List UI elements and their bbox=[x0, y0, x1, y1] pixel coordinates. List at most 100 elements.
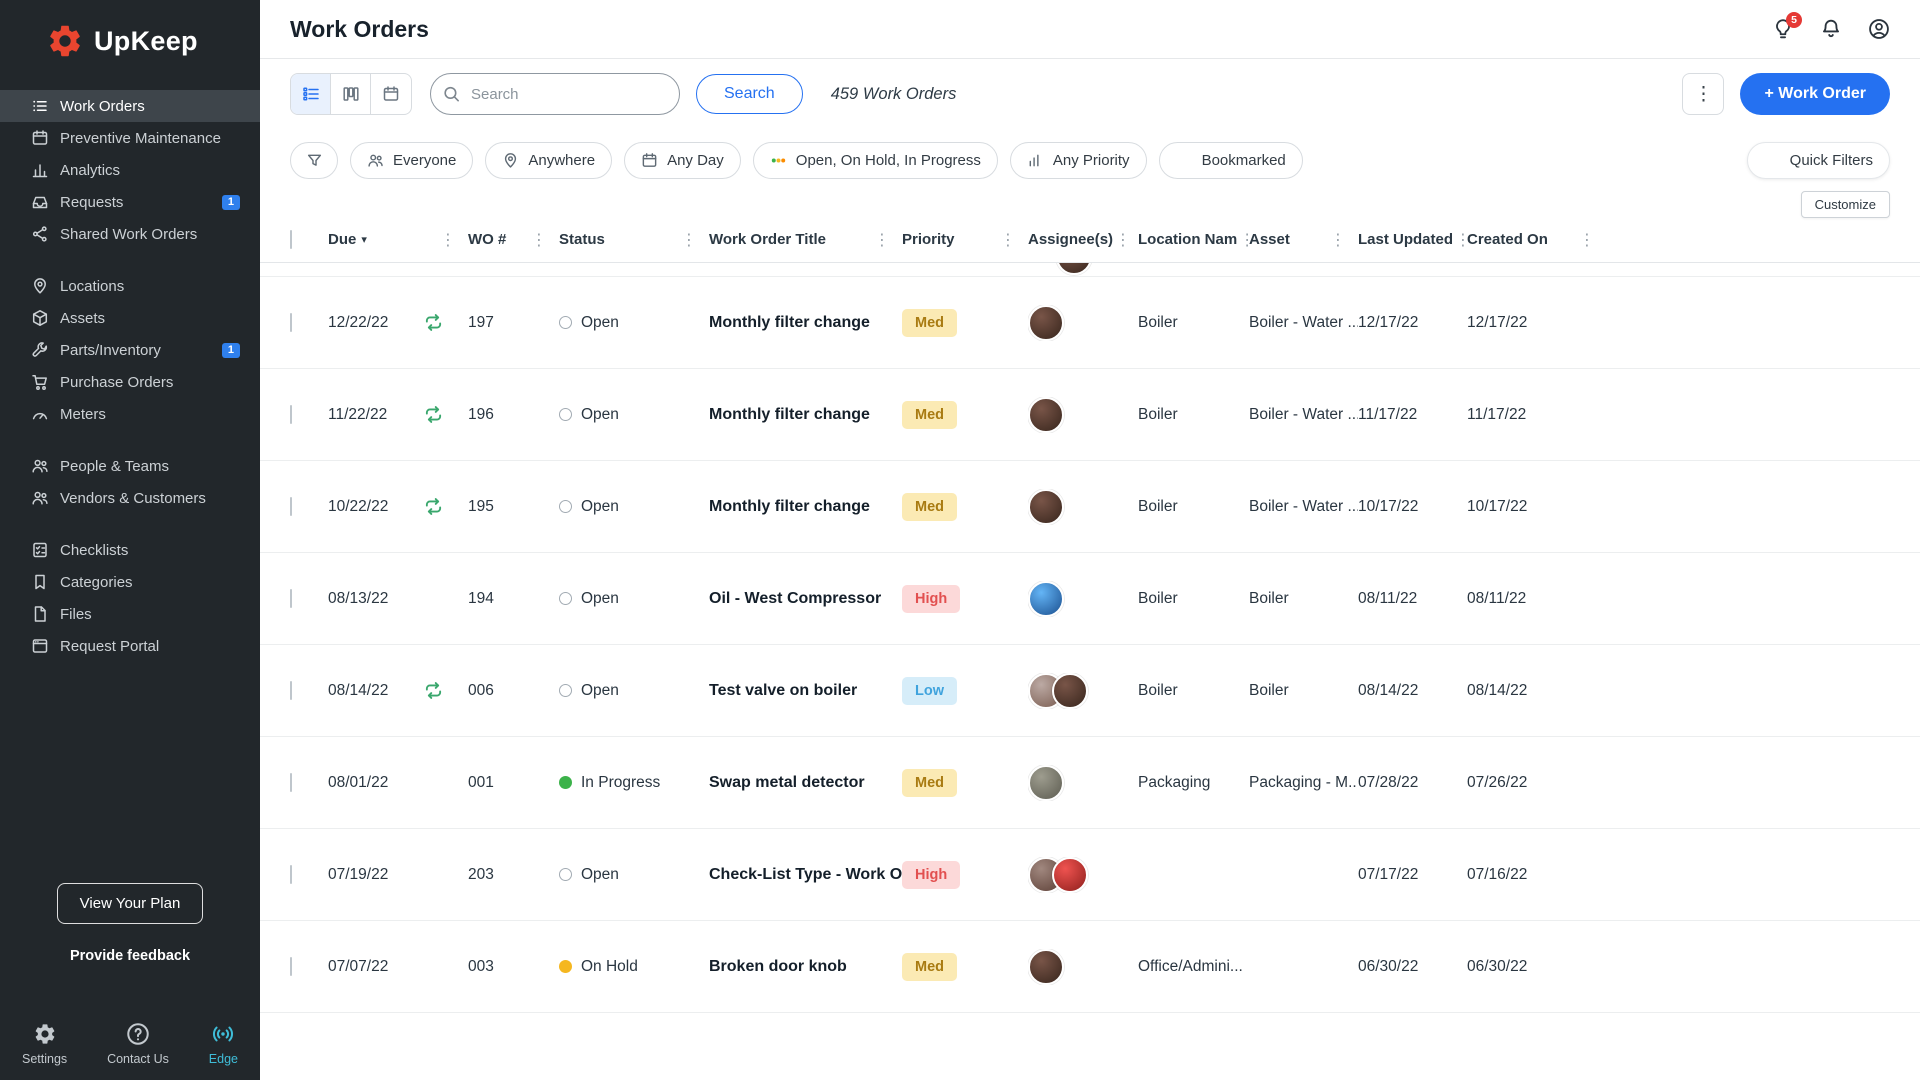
filter-bookmarked[interactable]: Bookmarked bbox=[1158, 141, 1303, 179]
provide-feedback-link[interactable]: Provide feedback bbox=[69, 948, 191, 964]
table-row[interactable]: 08/01/22 001 In Progress Swap metal dete… bbox=[260, 737, 1920, 829]
column-menu-icon[interactable]: ⋮ bbox=[1000, 231, 1016, 249]
sidebar-item-request-portal[interactable]: Request Portal bbox=[0, 630, 260, 662]
column-menu-icon[interactable]: ⋮ bbox=[1115, 231, 1132, 249]
search-input[interactable] bbox=[430, 73, 680, 115]
sidebar-item-preventive-maintenance[interactable]: Preventive Maintenance bbox=[0, 122, 260, 154]
due-date: 08/14/22 bbox=[328, 681, 389, 699]
assignee-avatar bbox=[1056, 263, 1092, 275]
bell-icon bbox=[1822, 19, 1840, 38]
sidebar-item-requests[interactable]: Requests 1 bbox=[0, 186, 260, 218]
column-header-priority[interactable]: Priority ⋮ bbox=[902, 231, 1016, 249]
row-checkbox[interactable] bbox=[290, 588, 292, 608]
create-work-order-button[interactable]: + Work Order bbox=[1740, 73, 1890, 115]
priority-badge: Med bbox=[902, 768, 957, 797]
list-view-button[interactable] bbox=[291, 74, 331, 114]
row-checkbox[interactable] bbox=[290, 312, 292, 332]
sidebar-item-people-teams[interactable]: People & Teams bbox=[0, 450, 260, 482]
sidebar-item-purchase-orders[interactable]: Purchase Orders bbox=[0, 366, 260, 398]
customize-button[interactable]: Customize bbox=[1800, 190, 1890, 218]
column-header-title[interactable]: Work Order Title ⋮ bbox=[709, 231, 890, 249]
repeats-icon bbox=[425, 406, 442, 423]
column-header-last-updated[interactable]: Last Updated ⋮ bbox=[1358, 230, 1467, 250]
status-dot-icon bbox=[559, 960, 572, 973]
quick-filters-button[interactable]: Quick Filters bbox=[1746, 141, 1890, 179]
account-button[interactable] bbox=[1868, 18, 1890, 40]
sidebar-item-files[interactable]: Files bbox=[0, 598, 260, 630]
sidebar-item-vendors-customers[interactable]: Vendors & Customers bbox=[0, 482, 260, 514]
column-header-asset[interactable]: Asset ⋮ bbox=[1249, 231, 1346, 249]
column-header-status[interactable]: Status ⋮ bbox=[559, 231, 697, 249]
sidebar-item-locations[interactable]: Locations bbox=[0, 270, 260, 302]
table-row[interactable]: 11/22/22 196 Open Monthly filter change … bbox=[260, 369, 1920, 461]
column-header-created-on[interactable]: Created On ⋮ bbox=[1467, 231, 1595, 249]
tips-button[interactable]: 5 bbox=[1772, 12, 1802, 40]
sidebar-item-parts-inventory[interactable]: Parts/Inventory 1 bbox=[0, 334, 260, 366]
kebab-icon: ⋮ bbox=[1693, 83, 1713, 105]
bookmark-icon bbox=[31, 573, 49, 591]
calendar-view-button[interactable] bbox=[371, 74, 411, 114]
column-menu-icon[interactable]: ⋮ bbox=[440, 231, 456, 249]
sidebar-item-work-orders[interactable]: Work Orders bbox=[0, 90, 260, 122]
assignees bbox=[1028, 764, 1138, 801]
settings-button[interactable]: Settings bbox=[22, 1022, 67, 1066]
filter-due-date[interactable]: Any Day bbox=[624, 141, 741, 179]
table-row[interactable]: 07/07/22 003 On Hold Broken door knob Me… bbox=[260, 921, 1920, 1013]
table-row-partial[interactable] bbox=[260, 263, 1920, 277]
priority-badge: High bbox=[902, 584, 961, 613]
column-menu-icon[interactable]: ⋮ bbox=[874, 231, 890, 249]
column-menu-icon[interactable]: ⋮ bbox=[1330, 231, 1346, 249]
last-updated: 07/17/22 bbox=[1358, 865, 1419, 883]
asset-name: Boiler bbox=[1249, 589, 1289, 607]
location-name: Office/Admini... bbox=[1138, 957, 1243, 975]
more-options-button[interactable]: ⋮ bbox=[1682, 73, 1725, 115]
sidebar-item-shared-work-orders[interactable]: Shared Work Orders bbox=[0, 218, 260, 250]
work-order-title: Broken door knob bbox=[709, 957, 847, 975]
row-checkbox[interactable] bbox=[290, 956, 292, 976]
bar-chart-icon bbox=[31, 161, 49, 179]
people-icon bbox=[31, 457, 49, 475]
column-menu-icon[interactable]: ⋮ bbox=[681, 231, 697, 249]
sidebar-item-checklists[interactable]: Checklists bbox=[0, 534, 260, 566]
notifications-button[interactable] bbox=[1820, 18, 1842, 40]
wo-number: 003 bbox=[468, 957, 494, 975]
table-row[interactable]: 07/19/22 203 Open Check-List Type - Work… bbox=[260, 829, 1920, 921]
column-header-assignees[interactable]: Assignee(s) ⋮ bbox=[1028, 231, 1132, 249]
board-view-button[interactable] bbox=[331, 74, 371, 114]
sidebar-item-categories[interactable]: Categories bbox=[0, 566, 260, 598]
column-menu-icon[interactable]: ⋮ bbox=[1239, 231, 1249, 249]
search-button[interactable]: Search bbox=[696, 74, 803, 114]
column-header-location[interactable]: Location Nam ⋮ bbox=[1138, 230, 1249, 250]
contact-us-button[interactable]: Contact Us bbox=[107, 1022, 169, 1066]
filter-button[interactable] bbox=[290, 141, 338, 179]
row-checkbox[interactable] bbox=[290, 496, 292, 516]
filter-status[interactable]: Open, On Hold, In Progress bbox=[752, 141, 998, 179]
table-row[interactable]: 08/14/22 006 Open Test valve on boiler L… bbox=[260, 645, 1920, 737]
sidebar-item-assets[interactable]: Assets bbox=[0, 302, 260, 334]
column-menu-icon[interactable]: ⋮ bbox=[1455, 231, 1467, 249]
row-checkbox[interactable] bbox=[290, 772, 292, 792]
filter-priority[interactable]: Any Priority bbox=[1009, 141, 1147, 179]
table-row[interactable]: 08/13/22 194 Open Oil - West Compressor … bbox=[260, 553, 1920, 645]
row-checkbox[interactable] bbox=[290, 680, 292, 700]
table-row[interactable]: 10/22/22 195 Open Monthly filter change … bbox=[260, 461, 1920, 553]
column-menu-icon[interactable]: ⋮ bbox=[1579, 231, 1595, 249]
status: In Progress bbox=[559, 774, 709, 792]
edge-button[interactable]: Edge bbox=[209, 1022, 238, 1066]
filter-location[interactable]: Anywhere bbox=[485, 141, 613, 179]
filter-assignee[interactable]: Everyone bbox=[350, 141, 474, 179]
created-on: 10/17/22 bbox=[1467, 497, 1528, 515]
wo-number: 006 bbox=[468, 681, 494, 699]
row-checkbox[interactable] bbox=[290, 404, 292, 424]
row-checkbox[interactable] bbox=[290, 864, 292, 884]
table-row[interactable]: 12/22/22 197 Open Monthly filter change … bbox=[260, 277, 1920, 369]
column-header-due[interactable]: Due ▾ ⋮ bbox=[328, 231, 456, 249]
column-header-wo-number[interactable]: WO # ⋮ bbox=[468, 231, 547, 249]
select-all-checkbox[interactable] bbox=[290, 229, 292, 249]
column-menu-icon[interactable]: ⋮ bbox=[531, 231, 547, 249]
sidebar-item-analytics[interactable]: Analytics bbox=[0, 154, 260, 186]
sidebar-item-meters[interactable]: Meters bbox=[0, 398, 260, 430]
brand-logo[interactable]: UpKeep bbox=[0, 0, 260, 80]
view-plan-button[interactable]: View Your Plan bbox=[56, 883, 204, 924]
repeats-icon bbox=[425, 314, 442, 331]
